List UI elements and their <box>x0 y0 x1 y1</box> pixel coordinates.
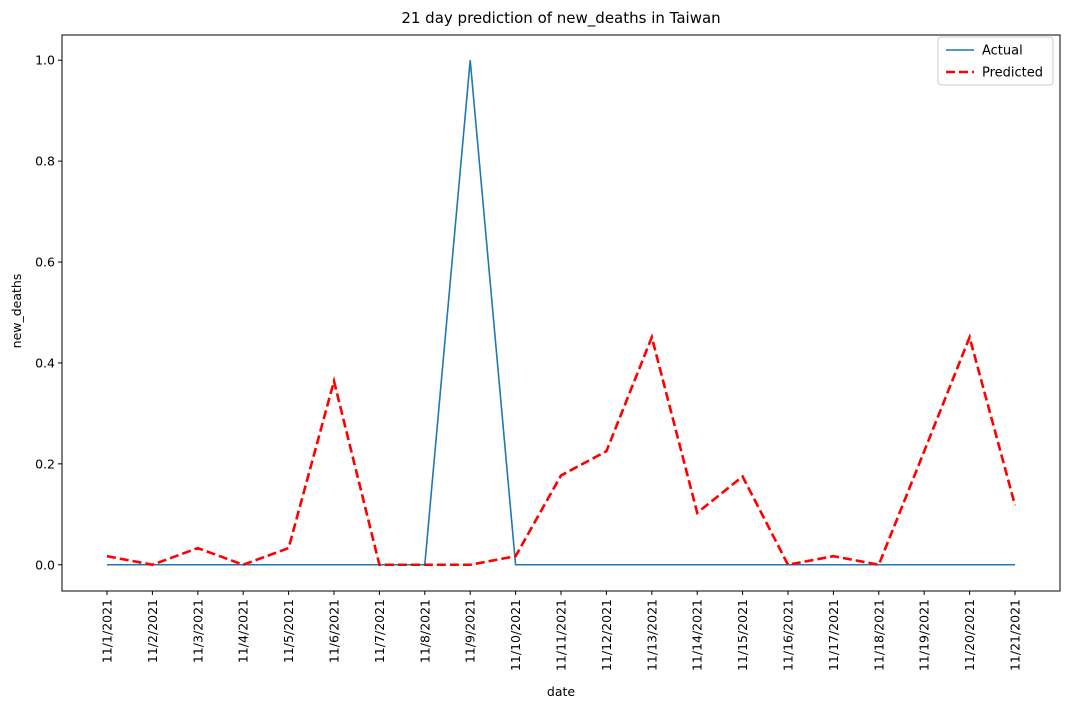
x-tick-label: 11/4/2021 <box>236 599 251 663</box>
x-tick-label: 11/6/2021 <box>327 599 342 663</box>
plot-area: 0.0 0.2 0.4 0.6 0.8 1.0 11/1/2021 11/2/2021 11/3… <box>35 34 1061 671</box>
series-line-predicted <box>106 333 1017 567</box>
y-tick-label: 1.0 <box>35 53 55 68</box>
legend-label-predicted: Predicted <box>982 66 1043 81</box>
y-axis-label: new_deaths <box>9 274 24 349</box>
x-tick-label: 11/21/2021 <box>1008 599 1023 671</box>
x-tick-label: 11/5/2021 <box>281 599 296 663</box>
y-tick-label: 0.4 <box>35 355 55 370</box>
x-tick-label: 11/17/2021 <box>826 599 841 671</box>
x-tick-label: 11/20/2021 <box>962 599 977 671</box>
x-tick-label: 11/3/2021 <box>190 599 205 663</box>
x-tick-label: 11/8/2021 <box>417 599 432 663</box>
x-tick-label: 11/16/2021 <box>781 599 796 671</box>
axes-frame <box>61 34 1061 592</box>
x-tick-label: 11/19/2021 <box>917 599 932 671</box>
x-tick-label: 11/15/2021 <box>735 599 750 671</box>
y-tick-label: 0.2 <box>35 456 55 471</box>
x-tick-label: 11/12/2021 <box>599 599 614 671</box>
chart-title: 21 day prediction of new_deaths in Taiwa… <box>401 9 720 28</box>
x-tick-label: 11/18/2021 <box>871 599 886 671</box>
x-tick-label: 11/10/2021 <box>508 599 523 671</box>
series-line-actual <box>107 60 1015 566</box>
x-axis-label: date <box>547 684 575 699</box>
y-tick-label: 0.8 <box>35 154 55 169</box>
y-tick-label: 0.0 <box>35 557 55 572</box>
x-tick-label: 11/13/2021 <box>644 599 659 671</box>
x-tick-label: 11/1/2021 <box>100 599 115 663</box>
x-tick-label: 11/9/2021 <box>463 599 478 663</box>
x-tick-label: 11/2/2021 <box>145 599 160 663</box>
x-tick-label: 11/7/2021 <box>372 599 387 663</box>
x-tick-label: 11/11/2021 <box>554 599 569 671</box>
x-tick-label: 11/14/2021 <box>690 599 705 671</box>
y-tick-label: 0.6 <box>35 255 55 270</box>
legend: Actual Predicted <box>937 36 1054 86</box>
legend-label-actual: Actual <box>982 44 1023 59</box>
